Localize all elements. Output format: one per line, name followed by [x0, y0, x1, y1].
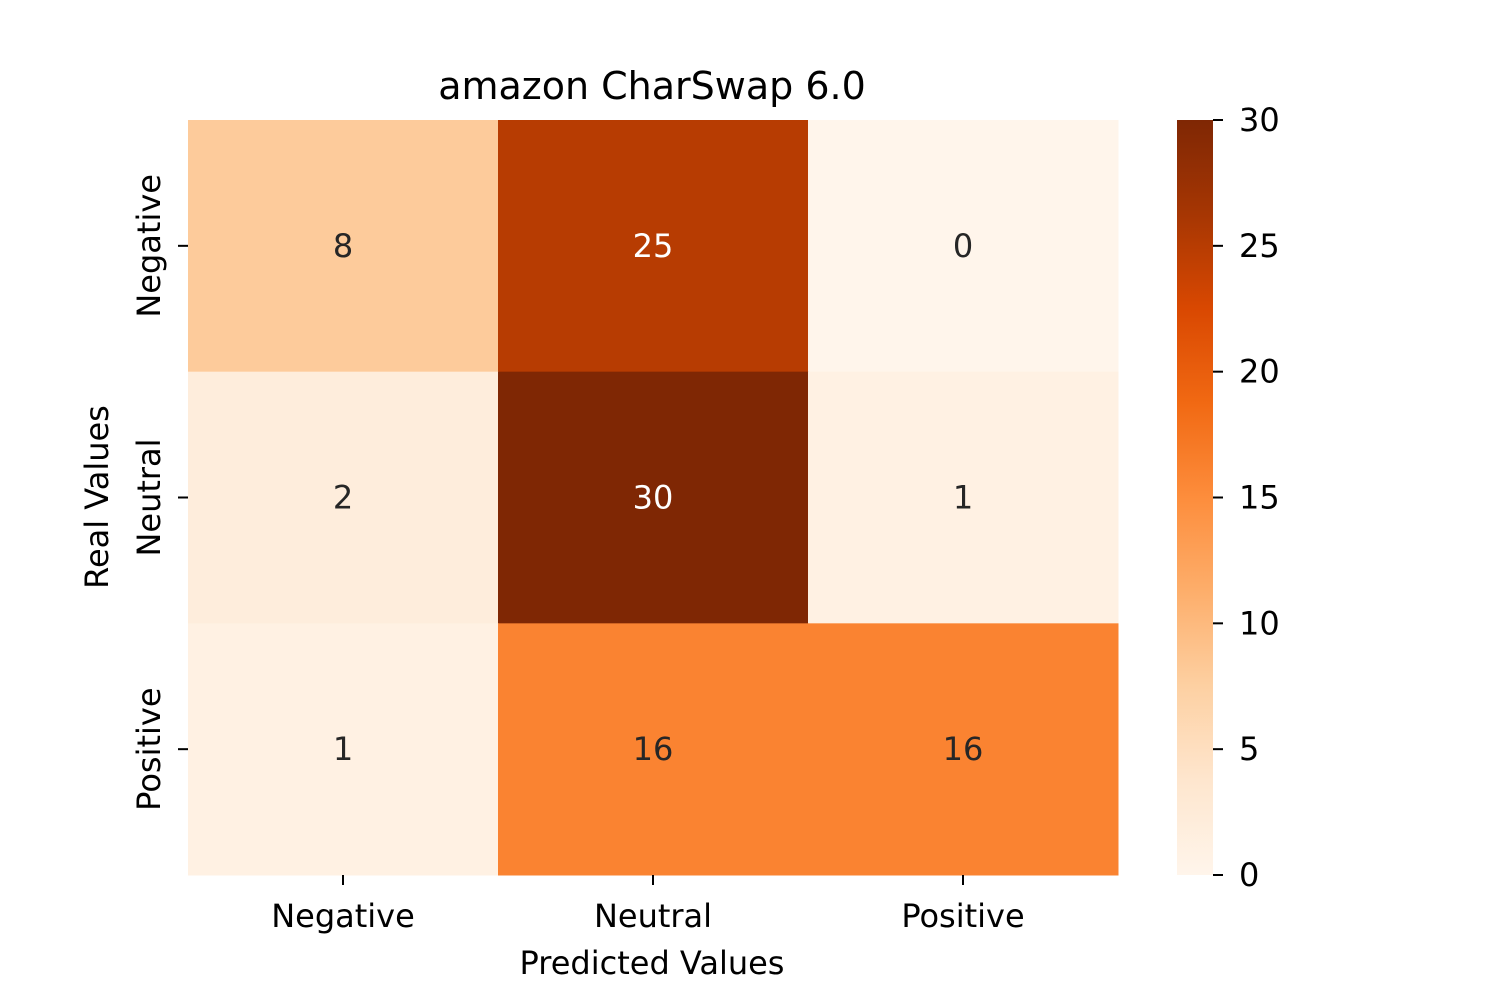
colorbar-ticks: 0 5 10 15 20 25 30 [1213, 101, 1280, 894]
heatmap-cell [188, 120, 499, 373]
y-axis-ticks: Negative Neutral Positive [130, 174, 188, 811]
y-tick-label: Positive [130, 687, 168, 810]
cell-value-label: 1 [333, 730, 353, 768]
heatmap-cell [808, 623, 1119, 876]
heatmap-cell [498, 120, 809, 373]
colorbar-tick-label: 30 [1239, 101, 1280, 139]
colorbar-tick-label: 10 [1239, 604, 1280, 642]
x-tick-label: Negative [271, 897, 415, 935]
y-axis-label: Real Values [78, 405, 116, 589]
colorbar-tick-label: 20 [1239, 353, 1280, 391]
y-tick-label: Neutral [130, 438, 168, 556]
cell-value-label: 25 [633, 227, 674, 265]
cell-value-label: 2 [333, 479, 353, 517]
heatmap-cell [498, 371, 809, 624]
chart-title: amazon CharSwap 6.0 [438, 64, 866, 108]
cell-value-label: 0 [953, 227, 973, 265]
cell-value-label: 16 [943, 730, 984, 768]
heatmap-cells: 8 25 0 2 30 1 1 16 16 [188, 120, 1119, 876]
colorbar-tick-label: 5 [1239, 730, 1259, 768]
cell-value-label: 8 [333, 227, 353, 265]
cell-value-label: 30 [633, 479, 674, 517]
cell-value-label: 16 [633, 730, 674, 768]
cell-value-label: 1 [953, 479, 973, 517]
colorbar-tick-label: 15 [1239, 479, 1280, 517]
x-tick-label: Positive [901, 897, 1024, 935]
colorbar-tick-label: 25 [1239, 227, 1280, 265]
x-axis-label: Predicted Values [520, 944, 785, 982]
colorbar [1177, 120, 1213, 875]
x-tick-label: Neutral [594, 897, 712, 935]
heatmap-cell [808, 120, 1119, 373]
heatmap-cell [188, 371, 499, 624]
heatmap-cell [498, 623, 809, 876]
x-axis-ticks: Negative Neutral Positive [271, 875, 1025, 935]
heatmap-cell [808, 371, 1119, 624]
colorbar-tick-label: 0 [1239, 856, 1259, 894]
y-tick-label: Negative [130, 174, 168, 318]
heatmap-cell [188, 623, 499, 876]
